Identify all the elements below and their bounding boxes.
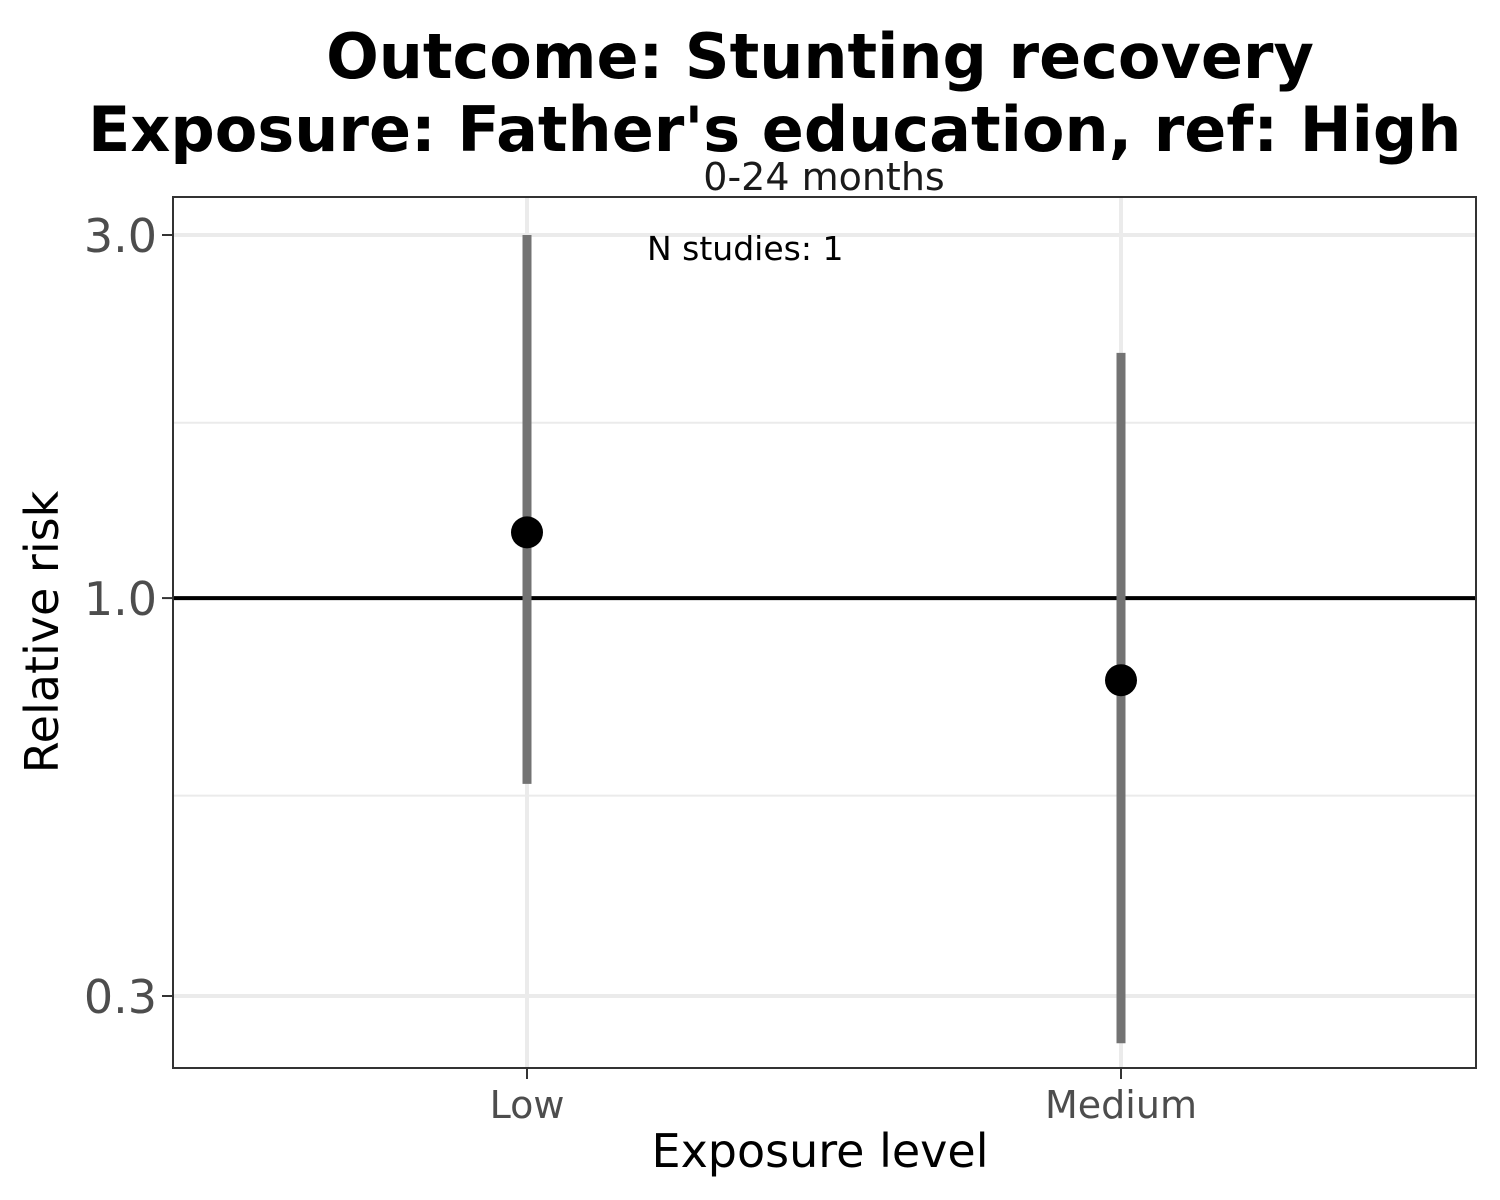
n-studies-annotation: N studies: 1	[647, 229, 843, 268]
estimate-point-medium	[1105, 664, 1137, 697]
x-tick-label-medium: Medium	[1045, 1083, 1197, 1127]
y-tick-label: 0.3	[84, 970, 157, 1024]
estimate-point-low	[511, 516, 543, 549]
facet-label: 0-24 months	[703, 155, 944, 199]
chart-title-line2: Exposure: Father's education, ref: High	[88, 93, 1461, 166]
panel-border	[172, 196, 1477, 1069]
panel-background	[173, 197, 1476, 1068]
y-axis-title: Relative risk	[15, 490, 69, 773]
y-tick-label: 1.0	[84, 572, 157, 626]
x-tick-label-low: Low	[490, 1083, 565, 1127]
y-tick-label: 3.0	[84, 209, 157, 263]
plot-panel: 0.3 1.0 3.0 Low Medium	[84, 196, 1477, 1127]
x-axis-title: Exposure level	[652, 1124, 989, 1178]
chart-title-line1: Outcome: Stunting recovery	[326, 20, 1314, 93]
